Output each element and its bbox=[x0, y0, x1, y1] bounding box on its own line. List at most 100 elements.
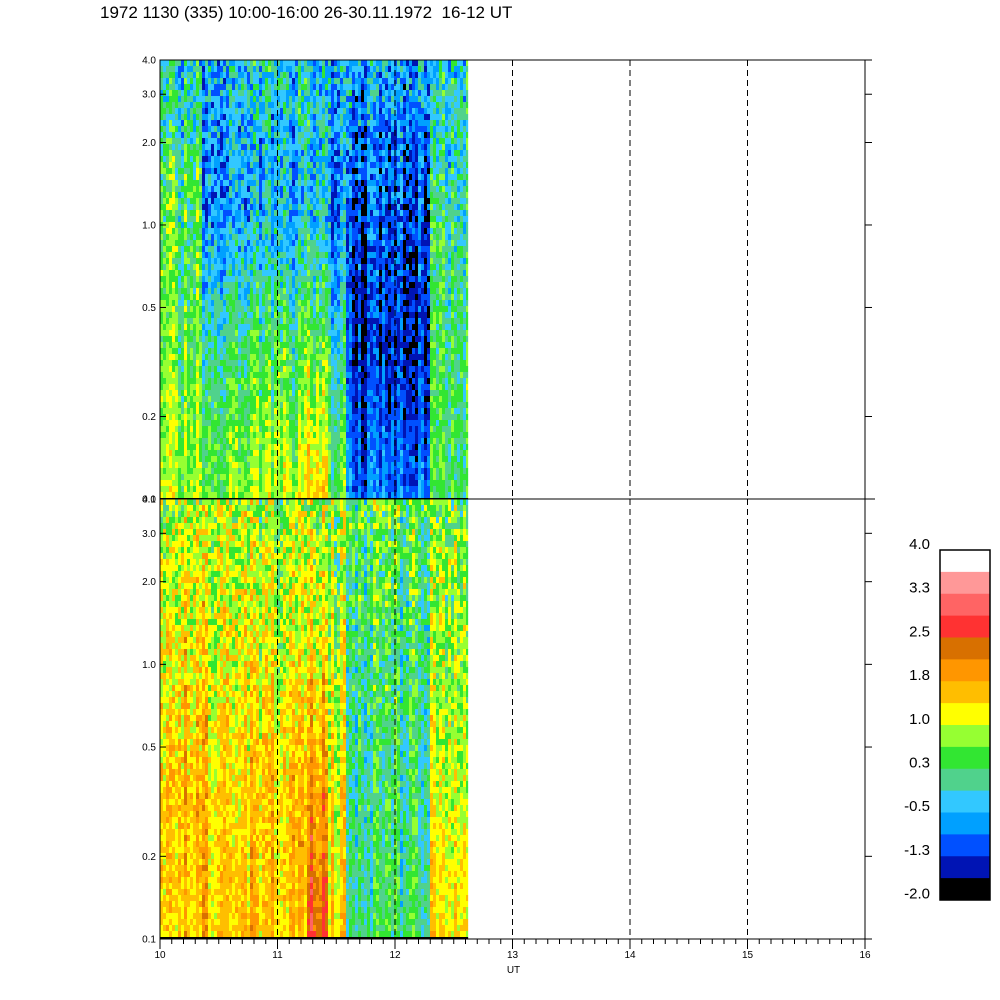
heatmap-cell bbox=[271, 456, 275, 463]
heatmap-cell bbox=[322, 264, 326, 271]
heatmap-cell bbox=[235, 168, 239, 175]
heatmap-cell bbox=[343, 168, 347, 175]
heatmap-cell bbox=[322, 390, 326, 397]
heatmap-cell bbox=[208, 426, 212, 433]
heatmap-cell bbox=[280, 474, 284, 481]
heatmap-cell bbox=[232, 474, 236, 481]
heatmap-cell bbox=[250, 270, 254, 277]
heatmap-cell bbox=[322, 252, 326, 259]
heatmap-cell bbox=[316, 180, 320, 187]
heatmap-cell bbox=[193, 390, 197, 397]
heatmap-cell bbox=[217, 300, 221, 307]
heatmap-cell bbox=[346, 414, 350, 421]
heatmap-cell bbox=[178, 120, 182, 127]
heatmap-cell bbox=[358, 444, 362, 451]
heatmap-cell bbox=[205, 210, 209, 217]
heatmap-cell bbox=[322, 78, 326, 85]
heatmap-cell bbox=[280, 366, 284, 373]
heatmap-cell bbox=[172, 336, 176, 343]
heatmap-cell bbox=[298, 408, 302, 415]
heatmap-cell bbox=[208, 414, 212, 421]
heatmap-cell bbox=[211, 336, 215, 343]
heatmap-cell bbox=[238, 60, 242, 67]
heatmap-cell bbox=[223, 234, 227, 241]
heatmap-cell bbox=[349, 318, 353, 325]
heatmap-cell bbox=[166, 462, 170, 469]
heatmap-cell bbox=[199, 228, 203, 235]
heatmap-cell bbox=[343, 468, 347, 475]
heatmap-cell bbox=[280, 360, 284, 367]
heatmap-cell bbox=[298, 246, 302, 253]
heatmap-cell bbox=[361, 174, 365, 181]
heatmap-cell bbox=[169, 132, 173, 139]
heatmap-cell bbox=[352, 468, 356, 475]
heatmap-cell bbox=[289, 150, 293, 157]
heatmap-cell bbox=[358, 306, 362, 313]
heatmap-cell bbox=[256, 426, 260, 433]
heatmap-cell bbox=[235, 78, 239, 85]
heatmap-cell bbox=[166, 432, 170, 439]
heatmap-cell bbox=[184, 90, 188, 97]
heatmap-cell bbox=[217, 138, 221, 145]
heatmap-cell bbox=[259, 264, 263, 271]
heatmap-cell bbox=[304, 228, 308, 235]
heatmap-cell bbox=[358, 66, 362, 73]
heatmap-cell bbox=[301, 294, 305, 301]
heatmap-cell bbox=[301, 228, 305, 235]
heatmap-cell bbox=[244, 342, 248, 349]
heatmap-cell bbox=[313, 180, 317, 187]
heatmap-cell bbox=[325, 78, 329, 85]
heatmap-cell bbox=[322, 126, 326, 133]
heatmap-cell bbox=[238, 480, 242, 487]
heatmap-cell bbox=[325, 222, 329, 229]
heatmap-cell bbox=[295, 114, 299, 121]
heatmap-cell bbox=[283, 492, 287, 499]
heatmap-cell bbox=[301, 492, 305, 499]
heatmap-cell bbox=[181, 174, 185, 181]
heatmap-cell bbox=[169, 306, 173, 313]
heatmap-cell bbox=[292, 198, 296, 205]
heatmap-cell bbox=[259, 180, 263, 187]
heatmap-cell bbox=[307, 414, 311, 421]
heatmap-cell bbox=[325, 234, 329, 241]
heatmap-cell bbox=[250, 462, 254, 469]
heatmap-cell bbox=[196, 114, 200, 121]
heatmap-cell bbox=[334, 120, 338, 127]
heatmap-cell bbox=[274, 444, 278, 451]
heatmap-cell bbox=[286, 486, 290, 493]
heatmap-cell bbox=[286, 426, 290, 433]
heatmap-cell bbox=[319, 126, 323, 133]
heatmap-cell bbox=[166, 360, 170, 367]
heatmap-cell bbox=[208, 312, 212, 319]
heatmap-cell bbox=[304, 480, 308, 487]
heatmap-cell bbox=[166, 114, 170, 121]
heatmap-cell bbox=[304, 438, 308, 445]
heatmap-cell bbox=[262, 120, 266, 127]
heatmap-cell bbox=[316, 438, 320, 445]
heatmap-cell bbox=[352, 300, 356, 307]
heatmap-cell bbox=[259, 438, 263, 445]
heatmap-cell bbox=[322, 426, 326, 433]
heatmap-cell bbox=[211, 438, 215, 445]
heatmap-cell bbox=[358, 324, 362, 331]
heatmap-cell bbox=[322, 60, 326, 67]
heatmap-cell bbox=[208, 174, 212, 181]
heatmap-cell bbox=[262, 234, 266, 241]
heatmap-cell bbox=[298, 402, 302, 409]
heatmap-cell bbox=[349, 390, 353, 397]
heatmap-cell bbox=[196, 324, 200, 331]
heatmap-cell bbox=[187, 468, 191, 475]
heatmap-cell bbox=[343, 486, 347, 493]
heatmap-cell bbox=[160, 486, 164, 493]
heatmap-cell bbox=[205, 78, 209, 85]
heatmap-cell bbox=[304, 282, 308, 289]
heatmap-cell bbox=[208, 348, 212, 355]
heatmap-cell bbox=[265, 234, 269, 241]
heatmap-cell bbox=[292, 186, 296, 193]
heatmap-cell bbox=[166, 198, 170, 205]
heatmap-cell bbox=[277, 102, 281, 109]
heatmap-cell bbox=[169, 276, 173, 283]
heatmap-cell bbox=[223, 252, 227, 259]
heatmap-cell bbox=[274, 480, 278, 487]
heatmap-cell bbox=[346, 186, 350, 193]
